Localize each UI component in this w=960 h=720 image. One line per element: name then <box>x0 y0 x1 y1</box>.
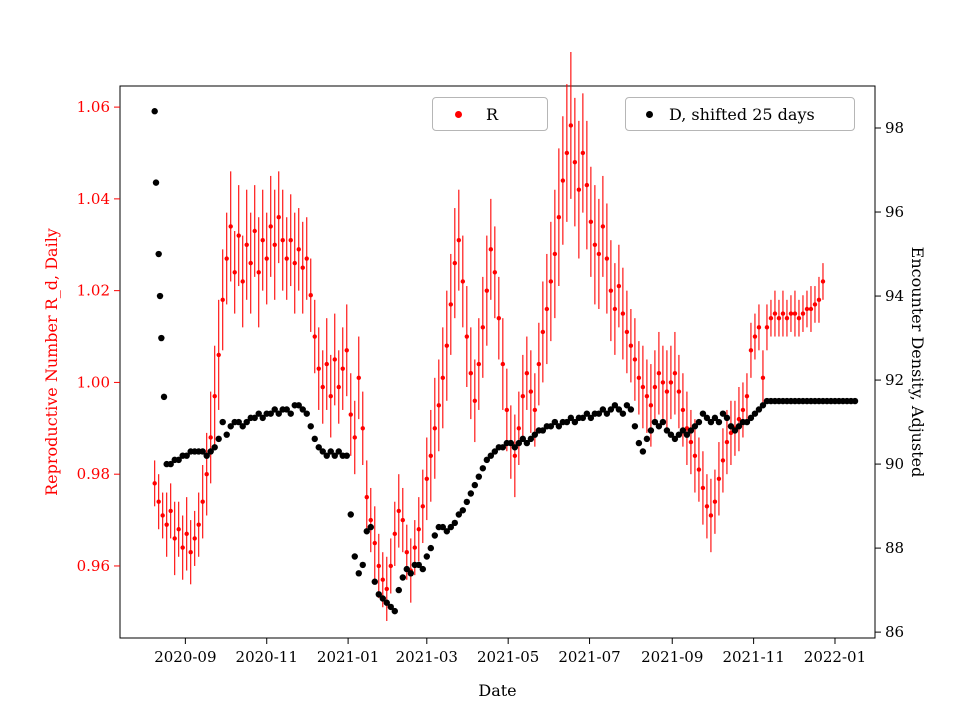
left-tick-label: 1.04 <box>77 190 110 208</box>
legend-d-label: D, shifted 25 days <box>669 104 815 124</box>
right-tick-label: 92 <box>885 371 904 389</box>
legend-r-label: R <box>486 104 499 124</box>
x-tick-label: 2021-09 <box>641 648 703 666</box>
x-tick-label: 2020-11 <box>236 648 298 666</box>
legend-r: R <box>432 97 548 131</box>
left-tick-label: 0.98 <box>77 465 110 483</box>
series-D <box>151 108 859 615</box>
left-tick-label: 0.96 <box>77 557 110 575</box>
x-tick-label: 2021-01 <box>317 648 379 666</box>
x-axis-title: Date <box>478 681 517 700</box>
r-series-marker-icon <box>455 110 462 118</box>
left-axis-title: Reproductive Number R_d, Daily <box>42 228 61 496</box>
right-tick-label: 90 <box>885 455 904 473</box>
right-tick-label: 98 <box>885 119 904 137</box>
x-tick-label: 2021-05 <box>477 648 539 666</box>
left-tick-label: 1.06 <box>77 98 110 116</box>
right-tick-label: 88 <box>885 539 904 557</box>
series-R <box>152 52 826 622</box>
right-axis-title: Encounter Density, Adjusted <box>908 246 927 478</box>
x-tick-label: 2022-01 <box>804 648 866 666</box>
x-tick-label: 2021-07 <box>558 648 620 666</box>
left-tick-label: 1.02 <box>77 282 110 300</box>
x-tick-label: 2020-09 <box>154 648 216 666</box>
right-tick-label: 86 <box>885 623 904 641</box>
right-tick-label: 96 <box>885 203 904 221</box>
right-tick-label: 94 <box>885 287 904 305</box>
x-tick-label: 2021-03 <box>396 648 458 666</box>
d-series-marker-icon <box>646 110 653 118</box>
x-tick-label: 2021-11 <box>722 648 784 666</box>
left-tick-label: 1.00 <box>77 373 110 391</box>
axes: 2020-09 2020-11 2021-01 2021-03 2021-05 2021-… <box>77 85 904 666</box>
legend-d: D, shifted 25 days <box>625 97 855 131</box>
